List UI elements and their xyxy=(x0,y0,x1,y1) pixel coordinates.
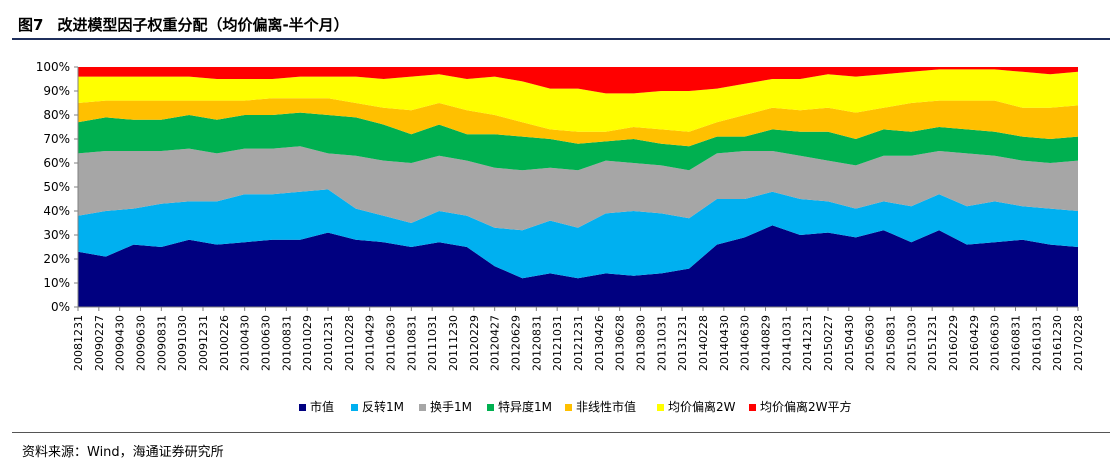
x-tick-label: 20110831 xyxy=(405,315,418,371)
x-tick-label: 20120629 xyxy=(510,315,523,371)
x-tick-label: 20090831 xyxy=(155,315,168,371)
x-tick-label: 20140829 xyxy=(760,315,773,371)
series-area-2 xyxy=(78,189,1078,279)
y-tick-label: 90% xyxy=(43,84,70,98)
x-tick-label: 20110630 xyxy=(385,315,398,371)
x-tick-label: 20090630 xyxy=(135,315,148,371)
x-tick-label: 20160630 xyxy=(989,315,1002,371)
x-tick-label: 20160429 xyxy=(968,315,981,371)
stacked-area-chart: 0% 10% 20% 30% 40% 50% 60% 70% 80% 90% 100% 200812… xyxy=(36,60,1085,414)
figure-title: 图7 改进模型因子权重分配（均价偏离-半个月） xyxy=(18,14,349,35)
legend-swatch-3 xyxy=(419,404,426,411)
y-tick-label: 30% xyxy=(43,228,70,242)
x-tick-label: 20161031 xyxy=(1030,315,1043,371)
x-tick-label: 20161230 xyxy=(1051,315,1064,371)
legend-label-5: 非线性市值 xyxy=(576,399,636,414)
y-tick-label: 20% xyxy=(43,252,70,266)
plot-area xyxy=(78,67,1078,307)
x-tick-label: 20150227 xyxy=(822,315,835,371)
legend-label-3: 换手1M xyxy=(430,400,472,414)
x-tick-label: 20120831 xyxy=(530,315,543,371)
y-tick-label: 80% xyxy=(43,108,70,122)
legend-label-2: 反转1M xyxy=(362,399,404,414)
x-tick-label: 20121231 xyxy=(572,315,585,371)
series-area-7 xyxy=(78,67,1078,94)
series-area-6 xyxy=(78,69,1078,132)
legend-label-7: 均价偏离2W平方 xyxy=(760,399,852,414)
x-tick-label: 20130628 xyxy=(614,315,627,371)
series-area-3 xyxy=(78,146,1078,231)
x-tick-label: 20160229 xyxy=(947,315,960,371)
x-tick-label: 20100831 xyxy=(280,315,293,371)
x-tick-label: 20111230 xyxy=(447,315,460,371)
x-tick-label: 20160831 xyxy=(1010,315,1023,371)
figure-number: 图7 xyxy=(18,16,44,34)
y-tick-label: 100% xyxy=(36,60,70,74)
y-tick-label: 0% xyxy=(51,300,70,314)
legend-swatch-6 xyxy=(657,404,664,411)
y-axis: 0% 10% 20% 30% 40% 50% 60% 70% 80% 90% 100% xyxy=(36,60,79,314)
series-area-1 xyxy=(78,225,1078,307)
x-tick-label: 20100630 xyxy=(260,315,273,371)
x-tick-label: 20150831 xyxy=(885,315,898,371)
title-bar: 图7 改进模型因子权重分配（均价偏离-半个月） xyxy=(12,8,1110,40)
x-tick-label: 20170228 xyxy=(1072,315,1085,371)
figure-title-text: 改进模型因子权重分配（均价偏离-半个月） xyxy=(57,16,349,34)
x-tick-label: 20141031 xyxy=(780,315,793,371)
legend-swatch-1 xyxy=(299,404,306,411)
x-tick-label: 20121031 xyxy=(551,315,564,371)
x-tick-label: 20130426 xyxy=(593,315,606,371)
legend-label-4: 特异度1M xyxy=(498,399,552,414)
x-tick-label: 20131031 xyxy=(655,315,668,371)
x-tick-label: 20091231 xyxy=(197,315,210,371)
x-tick-label: 20091030 xyxy=(176,315,189,371)
legend-label-1: 市值 xyxy=(310,399,334,414)
x-tick-label: 20120229 xyxy=(468,315,481,371)
y-tick-label: 10% xyxy=(43,276,70,290)
legend-swatch-7 xyxy=(749,404,756,411)
x-tick-label: 20110429 xyxy=(364,315,377,371)
x-tick-label: 20090430 xyxy=(114,315,127,371)
x-tick-label: 20101231 xyxy=(322,315,335,371)
x-tick-label: 20140630 xyxy=(739,315,752,371)
x-tick-label: 20101029 xyxy=(301,315,314,371)
y-tick-label: 70% xyxy=(43,132,70,146)
x-tick-label: 20140430 xyxy=(718,315,731,371)
legend: 市值 反转1M 换手1M 特异度1M 非线性市值 均价偏离2W 均价偏离2W平方 xyxy=(299,399,852,414)
y-tick-label: 60% xyxy=(43,156,70,170)
x-tick-label: 20100430 xyxy=(239,315,252,371)
legend-label-6: 均价偏离2W xyxy=(668,399,736,414)
x-tick-label: 20151030 xyxy=(905,315,918,371)
x-tick-label: 20141231 xyxy=(801,315,814,371)
y-tick-label: 40% xyxy=(43,204,70,218)
x-axis: 20081231 20090227 20090430 20090630 20090831… xyxy=(72,306,1085,371)
series-area-4 xyxy=(78,112,1078,171)
x-tick-label: 20150630 xyxy=(864,315,877,371)
x-tick-label: 20140228 xyxy=(697,315,710,371)
x-tick-label: 20081231 xyxy=(72,315,85,371)
source-divider xyxy=(12,432,1110,433)
x-tick-label: 20090227 xyxy=(93,315,106,371)
x-tick-label: 20151231 xyxy=(926,315,939,371)
legend-swatch-5 xyxy=(565,404,572,411)
x-tick-label: 20130830 xyxy=(635,315,648,371)
legend-swatch-4 xyxy=(487,404,494,411)
series-area-5 xyxy=(78,98,1078,147)
x-tick-label: 20100226 xyxy=(218,315,231,371)
x-tick-label: 20110228 xyxy=(343,315,356,371)
x-tick-label: 20150430 xyxy=(843,315,856,371)
legend-swatch-2 xyxy=(351,404,358,411)
x-tick-label: 20120427 xyxy=(489,315,502,371)
x-tick-label: 20111031 xyxy=(426,315,439,371)
y-tick-label: 50% xyxy=(43,180,70,194)
source-note: 资料来源：Wind，海通证券研究所 xyxy=(22,445,224,460)
x-tick-label: 20131231 xyxy=(676,315,689,371)
